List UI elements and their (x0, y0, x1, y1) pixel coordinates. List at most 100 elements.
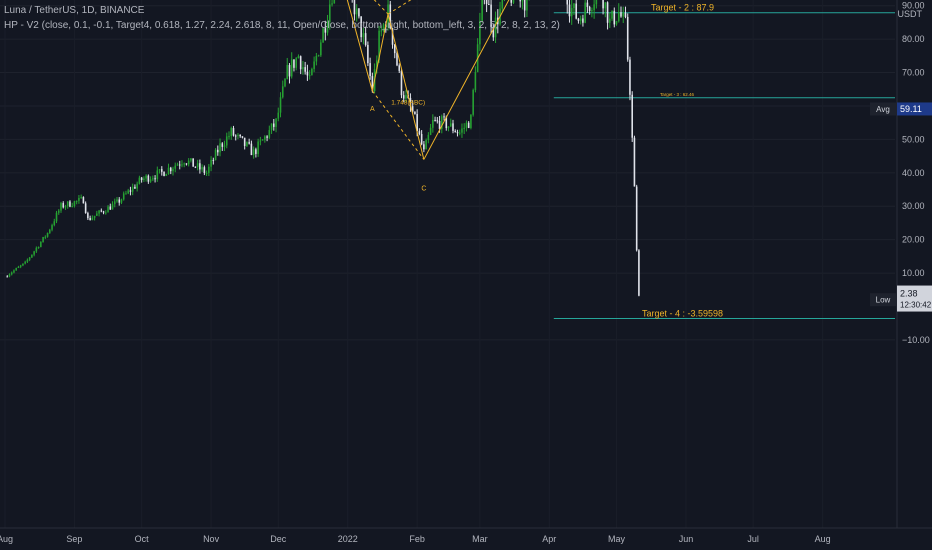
candle-body (277, 112, 280, 119)
candle-body (360, 16, 362, 38)
candle-body (232, 128, 235, 136)
pattern-leg-ab (371, 13, 389, 92)
pattern-point-label: C (421, 185, 426, 192)
symbol-title[interactable]: Luna / TetherUS, 1D, BINANCE (4, 5, 145, 16)
candle-body (461, 128, 463, 133)
candle-body (181, 164, 183, 166)
candle-body (64, 206, 67, 208)
candle-body (367, 44, 369, 64)
candle-body (55, 212, 58, 222)
candle-body (447, 126, 450, 129)
candle-body (582, 18, 584, 23)
candle-body (205, 172, 208, 174)
candle-body (436, 120, 439, 122)
price-tag-value-box (897, 102, 932, 116)
candle-body (116, 199, 118, 202)
candle-body (243, 137, 246, 146)
candle-body (432, 119, 434, 128)
candle-body (279, 97, 282, 113)
candle-body (429, 127, 432, 135)
y-tick-label: 90.00 (902, 1, 925, 11)
y-tick-label: 20.00 (902, 235, 925, 245)
candle-body (510, 0, 513, 3)
candle-body (143, 178, 145, 180)
candles (6, 0, 640, 297)
candle-body (398, 65, 401, 71)
candle-body (635, 186, 638, 251)
candle-body (6, 276, 9, 278)
candle-body (169, 167, 172, 172)
candle-body (194, 166, 197, 168)
x-tick-label: May (608, 534, 626, 544)
candle-body (586, 2, 589, 7)
x-tick-label: Oct (135, 534, 150, 544)
candle-body (579, 18, 582, 21)
candle-body (445, 116, 448, 129)
candle-body (203, 167, 206, 173)
candle-body (113, 201, 116, 205)
candle-body (293, 59, 295, 68)
candle-body (315, 55, 318, 62)
candle-body (481, 0, 483, 21)
candle-body (57, 210, 60, 213)
time-axis[interactable]: Aug Sep Oct Nov Dec 2022 Feb Mar Apr May Jun Jul Aug (0, 527, 932, 544)
candle-body (523, 0, 526, 11)
candle-body (187, 160, 190, 165)
candle-body (145, 175, 147, 179)
candle-body (443, 116, 445, 118)
candle-body (87, 213, 89, 219)
candle-body (488, 3, 490, 5)
price-tag-name-box (870, 102, 896, 116)
candle-body (402, 95, 405, 99)
candle-body (26, 259, 29, 262)
candle-body (217, 149, 219, 153)
candle-body (185, 163, 188, 165)
candle-body (89, 218, 91, 220)
candle-body (273, 123, 275, 127)
candle-body (264, 136, 266, 140)
candle-body (266, 136, 268, 138)
candle-body (210, 159, 212, 167)
candle-body (501, 0, 504, 9)
candle-body (17, 266, 20, 268)
candle-body (31, 254, 33, 258)
candle-body (591, 10, 593, 12)
candle-body (355, 8, 358, 15)
candle-body (465, 122, 468, 128)
candle-body (472, 90, 474, 115)
candle-body (134, 186, 136, 189)
candle-body (382, 24, 385, 31)
candle-body (102, 211, 105, 213)
candle-body (214, 149, 217, 161)
candle-body (62, 203, 65, 208)
candle-body (91, 217, 94, 220)
candle-body (275, 118, 277, 127)
candle-body (201, 167, 203, 170)
candle-body (107, 206, 109, 213)
indicator-legend[interactable]: HP - V2 (close, 0.1, -0.1, Target4, 0.61… (4, 20, 560, 31)
y-tick-label: 30.00 (902, 201, 925, 211)
y-tick-label: 70.00 (902, 68, 925, 78)
candle-body (288, 65, 291, 77)
pattern-leg-xa (346, 0, 373, 92)
candle-body (252, 149, 255, 156)
y-tick-label: −10.00 (902, 335, 930, 345)
candle-body (250, 143, 253, 156)
candle-body (311, 68, 313, 76)
candle-body (391, 28, 394, 45)
candle-body (131, 186, 134, 192)
candle-body (165, 173, 168, 176)
candle-body (176, 164, 179, 166)
harmonic-pattern: XABCD0.618(XAB)1.388(XAD)1.712(BCD)1.748… (346, 0, 510, 192)
candle-body (308, 75, 311, 77)
candle-body (19, 265, 22, 267)
candle-body (118, 199, 121, 203)
candle-body (411, 106, 414, 112)
candle-body (49, 229, 51, 233)
price-tag-name-box (870, 293, 896, 307)
candle-body (178, 164, 181, 166)
candle-body (69, 201, 71, 207)
candle-body (438, 120, 441, 130)
